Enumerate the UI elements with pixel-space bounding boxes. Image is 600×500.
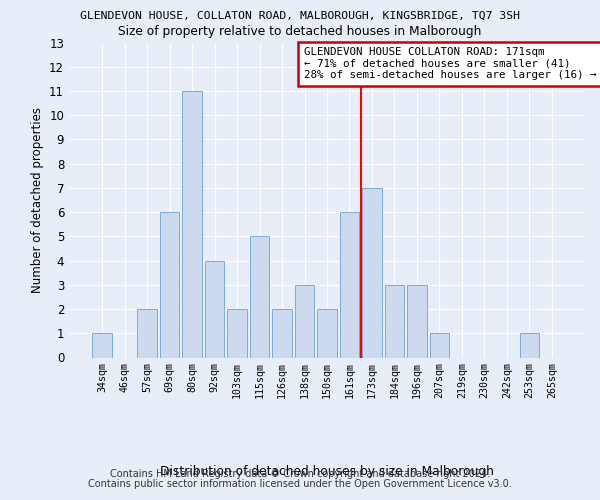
Text: Size of property relative to detached houses in Malborough: Size of property relative to detached ho…: [118, 25, 482, 38]
Text: Contains public sector information licensed under the Open Government Licence v3: Contains public sector information licen…: [88, 479, 512, 489]
Bar: [250, 236, 269, 358]
Bar: [272, 309, 292, 358]
Text: GLENDEVON HOUSE, COLLATON ROAD, MALBOROUGH, KINGSBRIDGE, TQ7 3SH: GLENDEVON HOUSE, COLLATON ROAD, MALBOROU…: [80, 11, 520, 21]
Text: Contains HM Land Registry data © Crown copyright and database right 2024.: Contains HM Land Registry data © Crown c…: [110, 469, 490, 479]
Bar: [137, 309, 157, 358]
Bar: [92, 334, 112, 357]
Y-axis label: Number of detached properties: Number of detached properties: [31, 107, 44, 293]
Bar: [160, 212, 179, 358]
Bar: [520, 334, 539, 357]
Bar: [227, 309, 247, 358]
Bar: [205, 260, 224, 358]
Bar: [317, 309, 337, 358]
Bar: [407, 285, 427, 358]
Bar: [295, 285, 314, 358]
Bar: [385, 285, 404, 358]
Bar: [430, 334, 449, 357]
Bar: [340, 212, 359, 358]
Bar: [182, 91, 202, 357]
Bar: [362, 188, 382, 358]
Text: GLENDEVON HOUSE COLLATON ROAD: 171sqm
← 71% of detached houses are smaller (41)
: GLENDEVON HOUSE COLLATON ROAD: 171sqm ← …: [304, 47, 596, 80]
X-axis label: Distribution of detached houses by size in Malborough: Distribution of detached houses by size …: [160, 465, 494, 478]
